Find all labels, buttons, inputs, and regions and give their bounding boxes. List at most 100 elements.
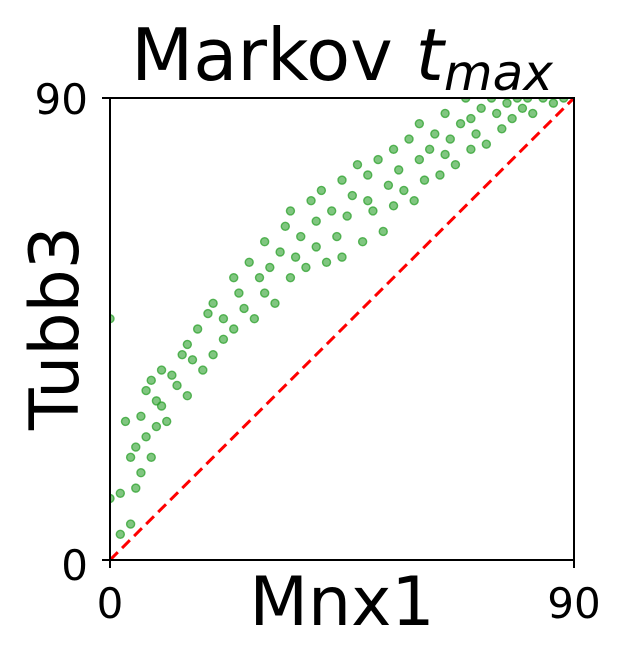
scatter-point: [548, 98, 559, 108]
scatter-point: [337, 175, 347, 185]
scatter-point: [316, 185, 327, 196]
scatter-point: [352, 160, 363, 170]
scatter-point: [125, 452, 136, 463]
scatter-point: [497, 124, 507, 134]
scatter-point: [249, 314, 260, 324]
scatter-point: [311, 242, 321, 252]
scatter-point: [162, 416, 172, 427]
y-tick-label-top: 90: [35, 75, 88, 124]
scatter-point: [383, 180, 394, 190]
scatter-point: [218, 314, 229, 324]
scatter-point: [404, 134, 414, 144]
scatter-point: [115, 529, 126, 540]
scatter-point: [409, 195, 419, 206]
scatter-point: [136, 468, 146, 478]
scatter-point: [192, 324, 203, 334]
scatter-point: [311, 216, 321, 226]
scatter-point: [466, 113, 476, 124]
scatter-point: [275, 247, 285, 257]
scatter-point: [203, 308, 213, 319]
scatter-point: [466, 144, 476, 155]
scatter-point: [450, 160, 461, 170]
y-axis-label: Tubb3: [16, 226, 95, 431]
scatter-point: [502, 98, 512, 108]
scatter-point: [399, 185, 409, 196]
scatter-point: [388, 201, 399, 211]
scatter-point: [177, 349, 187, 360]
scatter-points: [110, 98, 569, 540]
x-tick-label-left: 0: [97, 579, 124, 628]
scatter-point: [528, 108, 538, 119]
scatter-point: [414, 118, 425, 129]
scatter-point: [301, 262, 311, 273]
scatter-point: [208, 349, 218, 360]
scatter-point: [172, 380, 182, 391]
scatter-point: [285, 272, 296, 283]
scatter-point: [187, 355, 198, 365]
scatter-point: [208, 298, 218, 309]
scatter-point: [218, 334, 229, 344]
plot-frame: [109, 97, 575, 561]
scatter-point: [182, 339, 193, 350]
scatter-point: [146, 452, 156, 463]
scatter-point: [394, 165, 404, 175]
scatter-point: [141, 432, 151, 442]
scatter-point: [419, 175, 430, 185]
scatter-point: [424, 144, 435, 155]
scatter-point: [244, 257, 254, 267]
scatter-point: [507, 113, 517, 124]
scatter-point: [347, 190, 358, 201]
scatter-point: [254, 272, 265, 283]
identity-reference-line: [108, 96, 576, 562]
scatter-point: [259, 288, 270, 298]
scatter-point: [234, 288, 244, 298]
scatter-point: [332, 231, 342, 242]
scatter-point: [440, 149, 450, 160]
chart-title: Markov tmax: [131, 13, 553, 102]
scatter-point: [115, 488, 126, 498]
scatter-point: [290, 252, 301, 262]
title-subscript: max: [444, 44, 553, 102]
scatter-point: [455, 118, 466, 129]
x-tick-label-right: 90: [547, 579, 600, 628]
scatter-point: [265, 262, 275, 273]
scatter-point: [363, 195, 373, 206]
scatter-point: [151, 421, 162, 432]
scatter-point: [259, 237, 270, 247]
scatter-point: [435, 170, 445, 180]
scatter-point: [476, 103, 486, 113]
scatter-point: [306, 195, 316, 206]
scatter-point: [141, 385, 151, 396]
scatter-point: [270, 298, 280, 309]
scatter-point: [280, 221, 290, 232]
scatter-point: [296, 231, 306, 242]
scatter-point: [146, 375, 156, 386]
scatter-point: [414, 154, 425, 165]
scatter-point: [120, 416, 131, 427]
scatter-point: [471, 129, 481, 139]
scatter-point: [131, 483, 141, 493]
scatter-point: [136, 411, 146, 421]
scatter-point: [125, 519, 136, 529]
scatter-point: [430, 129, 440, 139]
scatter-point: [373, 154, 383, 165]
svg-text:Markov tmax: Markov tmax: [131, 13, 553, 102]
title-prefix: Markov: [131, 13, 416, 97]
scatter-point: [182, 391, 193, 401]
scatter-point: [156, 401, 167, 411]
scatter-point: [342, 211, 352, 221]
scatter-point: [445, 134, 455, 144]
y-tick-label-bottom: 0: [61, 541, 88, 590]
scatter-point: [378, 226, 388, 237]
scatter-point: [363, 170, 373, 180]
scatter-point: [388, 144, 399, 155]
scatter-point: [156, 365, 167, 375]
scatter-point: [229, 324, 239, 334]
scatter-point: [321, 257, 332, 267]
plot-area: [102, 96, 576, 568]
scatter-point: [198, 365, 208, 375]
scatter-point: [229, 272, 239, 283]
scatter-point: [491, 108, 502, 119]
scatter-point: [368, 206, 378, 216]
